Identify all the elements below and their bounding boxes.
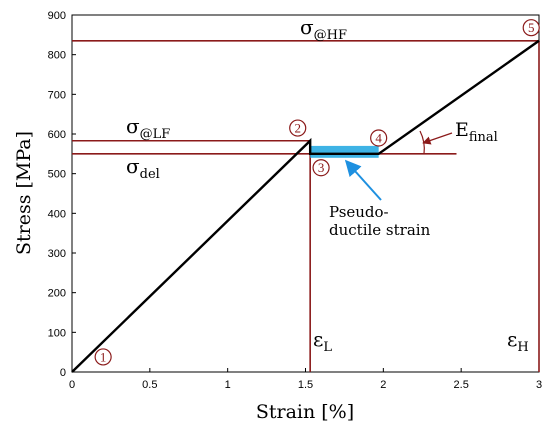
e-final-label: Efinal bbox=[455, 119, 498, 145]
point-marker-3: 3 bbox=[312, 159, 330, 177]
y-tick-label: 800 bbox=[48, 50, 66, 62]
x-tick-label: 3 bbox=[536, 379, 542, 391]
point-marker-circle bbox=[370, 129, 388, 147]
pseudo-label-line1: Pseudo- bbox=[329, 203, 389, 221]
plot-frame bbox=[71, 14, 540, 373]
sigma-del-label: σdel bbox=[126, 154, 160, 182]
eps-l-label: εL bbox=[313, 327, 332, 355]
point-marker-circle bbox=[289, 119, 307, 137]
point-marker-1: 1 bbox=[94, 348, 112, 366]
x-tick-label: 2 bbox=[380, 379, 386, 391]
y-tick-label: 300 bbox=[48, 248, 66, 260]
point-marker-4: 4 bbox=[370, 129, 388, 147]
point-marker-number: 1 bbox=[100, 349, 107, 364]
eps-h-label: εH bbox=[507, 327, 529, 355]
point-marker-circle bbox=[312, 159, 330, 177]
y-axis-title: Stress [MPa] bbox=[13, 131, 35, 255]
point-marker-number: 3 bbox=[318, 160, 325, 175]
x-axis-title: Strain [%] bbox=[256, 401, 354, 423]
y-tick-label: 100 bbox=[48, 327, 66, 339]
x-tick-label: 0.5 bbox=[142, 379, 157, 391]
axis-ticks: 0 0.5 1 1.5 2 2.5 3 0 100 200 300 400 500 600 700 800 90… bbox=[48, 10, 542, 391]
point-marker-circle bbox=[522, 19, 540, 37]
pseudo-ductile-band bbox=[310, 145, 379, 158]
point-marker-number: 4 bbox=[375, 130, 382, 145]
point-marker-number: 2 bbox=[294, 121, 301, 136]
pseudo-label-line2: ductile strain bbox=[329, 221, 431, 239]
sigma-hf-label: σ@HF bbox=[300, 15, 347, 43]
point-markers: 1 2 3 4 5 bbox=[94, 19, 540, 366]
e-final-pointer-arrow bbox=[422, 132, 453, 145]
y-tick-label: 700 bbox=[48, 89, 66, 101]
pseudo-ductile-band-rect bbox=[310, 145, 379, 158]
stress-strain-curve bbox=[71, 39, 540, 373]
series-line bbox=[71, 39, 540, 373]
point-marker-2: 2 bbox=[289, 119, 307, 137]
point-marker-number: 5 bbox=[528, 20, 535, 35]
point-marker-circle bbox=[94, 348, 112, 366]
y-tick-label: 600 bbox=[48, 129, 66, 141]
y-tick-label: 400 bbox=[48, 208, 66, 220]
y-tick-label: 500 bbox=[48, 169, 66, 181]
y-tick-label: 900 bbox=[48, 10, 66, 22]
y-tick-label: 0 bbox=[60, 367, 66, 379]
pseudo-ductile-arrow bbox=[344, 159, 382, 201]
y-tick-label: 200 bbox=[48, 288, 66, 300]
x-tick-label: 0 bbox=[69, 379, 75, 391]
x-tick-label: 1.5 bbox=[298, 379, 313, 391]
point-marker-5: 5 bbox=[522, 19, 540, 37]
x-tick-label: 2.5 bbox=[454, 379, 469, 391]
reference-lines bbox=[72, 39, 540, 372]
sigma-lf-label: σ@LF bbox=[126, 114, 170, 142]
x-tick-label: 1 bbox=[225, 379, 231, 391]
